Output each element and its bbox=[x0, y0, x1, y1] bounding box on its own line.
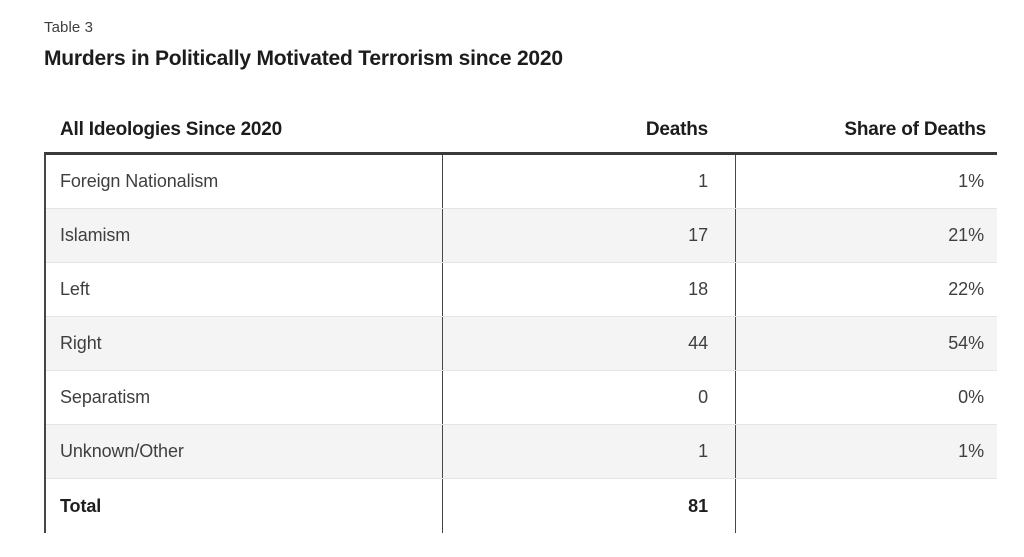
table-row: Right 44 54% bbox=[46, 317, 997, 371]
column-header-ideology: All Ideologies Since 2020 bbox=[60, 119, 283, 140]
deaths-cell: 1 bbox=[442, 155, 735, 208]
ideology-cell: Foreign Nationalism bbox=[60, 171, 219, 191]
table-row: Unknown/Other 1 1% bbox=[46, 425, 997, 479]
deaths-cell: 81 bbox=[442, 479, 735, 533]
share-of-deaths-cell: 1% bbox=[735, 425, 997, 478]
ideology-cell: Total bbox=[60, 495, 102, 516]
share-of-deaths-cell: 54% bbox=[735, 317, 997, 370]
deaths-cell: 1 bbox=[442, 425, 735, 478]
table-row: Foreign Nationalism 1 1% bbox=[46, 155, 997, 209]
share-of-deaths-cell bbox=[735, 479, 997, 533]
share-of-deaths-cell: 1% bbox=[735, 155, 997, 208]
table-row: Islamism 17 21% bbox=[46, 209, 997, 263]
column-header-deaths: Deaths bbox=[645, 119, 708, 140]
share-of-deaths-cell: 21% bbox=[735, 209, 997, 262]
table-title: Murders in Politically Motivated Terrori… bbox=[44, 47, 563, 70]
deaths-cell: 44 bbox=[442, 317, 735, 370]
ideology-cell: Unknown/Other bbox=[60, 441, 184, 461]
table-number-label: Table 3 bbox=[44, 19, 94, 36]
share-of-deaths-cell: 22% bbox=[735, 263, 997, 316]
deaths-cell: 18 bbox=[442, 263, 735, 316]
deaths-cell: 17 bbox=[442, 209, 735, 262]
ideology-cell: Left bbox=[60, 279, 90, 299]
ideology-cell: Separatism bbox=[60, 387, 151, 407]
share-of-deaths-cell: 0% bbox=[735, 371, 997, 424]
ideology-cell: Islamism bbox=[60, 225, 131, 245]
table-row: Total 81 bbox=[46, 479, 997, 533]
table-header-row: All Ideologies Since 2020 Deaths Share o… bbox=[44, 119, 997, 152]
deaths-cell: 0 bbox=[442, 371, 735, 424]
table-row: Left 18 22% bbox=[46, 263, 997, 317]
table-row: Separatism 0 0% bbox=[46, 371, 997, 425]
column-header-share-of-deaths: Share of Deaths bbox=[844, 119, 986, 140]
ideology-cell: Right bbox=[60, 333, 102, 353]
data-table-body: Foreign Nationalism 1 1% Islamism 17 21%… bbox=[44, 152, 997, 533]
